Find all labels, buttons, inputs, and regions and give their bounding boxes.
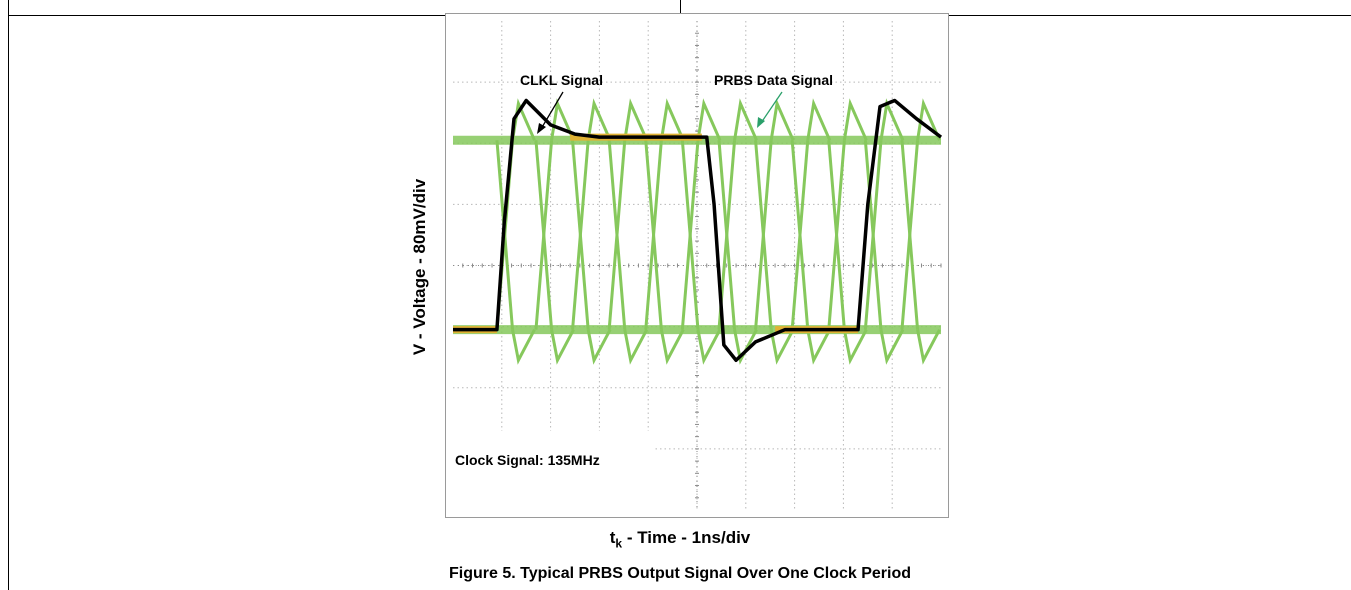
prbs-falling-edge xyxy=(754,140,773,330)
page-left-rule xyxy=(8,0,9,590)
prbs-falling-edge xyxy=(790,140,810,330)
prbs-overshoot xyxy=(696,98,722,141)
prbs-falling-edge xyxy=(607,140,627,330)
prbs-overshoot xyxy=(733,98,758,141)
prbs-falling-edge xyxy=(717,140,737,330)
prbs-falling-edge xyxy=(827,140,846,330)
clkl-signal-arrow xyxy=(540,91,564,130)
prbs-undershoot xyxy=(659,328,685,365)
y-axis-label: V - Voltage - 80mV/div xyxy=(410,178,429,356)
prbs-overshoot xyxy=(806,98,832,141)
clkl-signal-annotation: CLKL Signal xyxy=(520,72,603,88)
note-box xyxy=(449,431,653,511)
prbs-overshoot xyxy=(916,98,941,141)
column-divider xyxy=(680,0,681,15)
prbs-undershoot xyxy=(550,328,575,365)
clock-layer xyxy=(453,98,943,362)
plot-border xyxy=(445,13,949,518)
prbs-undershoot xyxy=(623,328,649,365)
x-axis-label-rest: - Time - 1ns/div xyxy=(622,528,751,547)
prbs-overshoot xyxy=(659,98,685,141)
prbs-data-arrowhead xyxy=(757,117,765,128)
prbs-data-arrow xyxy=(760,91,783,124)
prbs-undershoot xyxy=(806,328,832,365)
prbs-undershoot xyxy=(511,328,536,365)
prbs-undershoot xyxy=(769,328,795,365)
prbs-falling-edge xyxy=(571,140,590,330)
clkl-signal-arrowhead xyxy=(537,123,546,134)
prbs-falling-edge xyxy=(534,140,554,330)
prbs-data-annotation: PRBS Data Signal xyxy=(714,72,833,88)
prbs-data-layer xyxy=(453,98,941,365)
prbs-undershoot xyxy=(879,328,905,365)
prbs-overshoot xyxy=(842,98,868,141)
waveform-svg: CLKL Signal PRBS Data Signal Clock Signal… xyxy=(445,13,949,518)
prbs-undershoot xyxy=(842,328,868,365)
prbs-undershoot xyxy=(733,328,758,365)
prbs-falling-edge xyxy=(680,140,700,330)
prbs-overshoot xyxy=(769,98,795,141)
prbs-overshoot xyxy=(586,98,612,141)
clkl-signal-line xyxy=(453,98,943,362)
prbs-overshoot xyxy=(623,98,649,141)
x-axis-label: tk - Time - 1ns/div xyxy=(610,528,751,550)
prbs-falling-edge xyxy=(644,140,663,330)
x-axis-label-subscript: k xyxy=(615,536,623,551)
annotation-layer: CLKL Signal PRBS Data Signal xyxy=(520,72,833,134)
figure-caption: Figure 5. Typical PRBS Output Signal Ove… xyxy=(448,565,912,582)
prbs-overshoot xyxy=(550,98,575,141)
prbs-undershoot xyxy=(916,328,941,365)
prbs-falling-edge xyxy=(900,140,920,330)
prbs-falling-edge xyxy=(863,140,883,330)
prbs-undershoot xyxy=(696,328,722,365)
x-axis-label-main: t xyxy=(609,528,616,547)
prbs-undershoot xyxy=(586,328,612,365)
clock-frequency-note: Clock Signal: 135MHz xyxy=(455,452,600,468)
oscilloscope-plot: CLKL Signal PRBS Data Signal Clock Signal… xyxy=(445,13,949,523)
